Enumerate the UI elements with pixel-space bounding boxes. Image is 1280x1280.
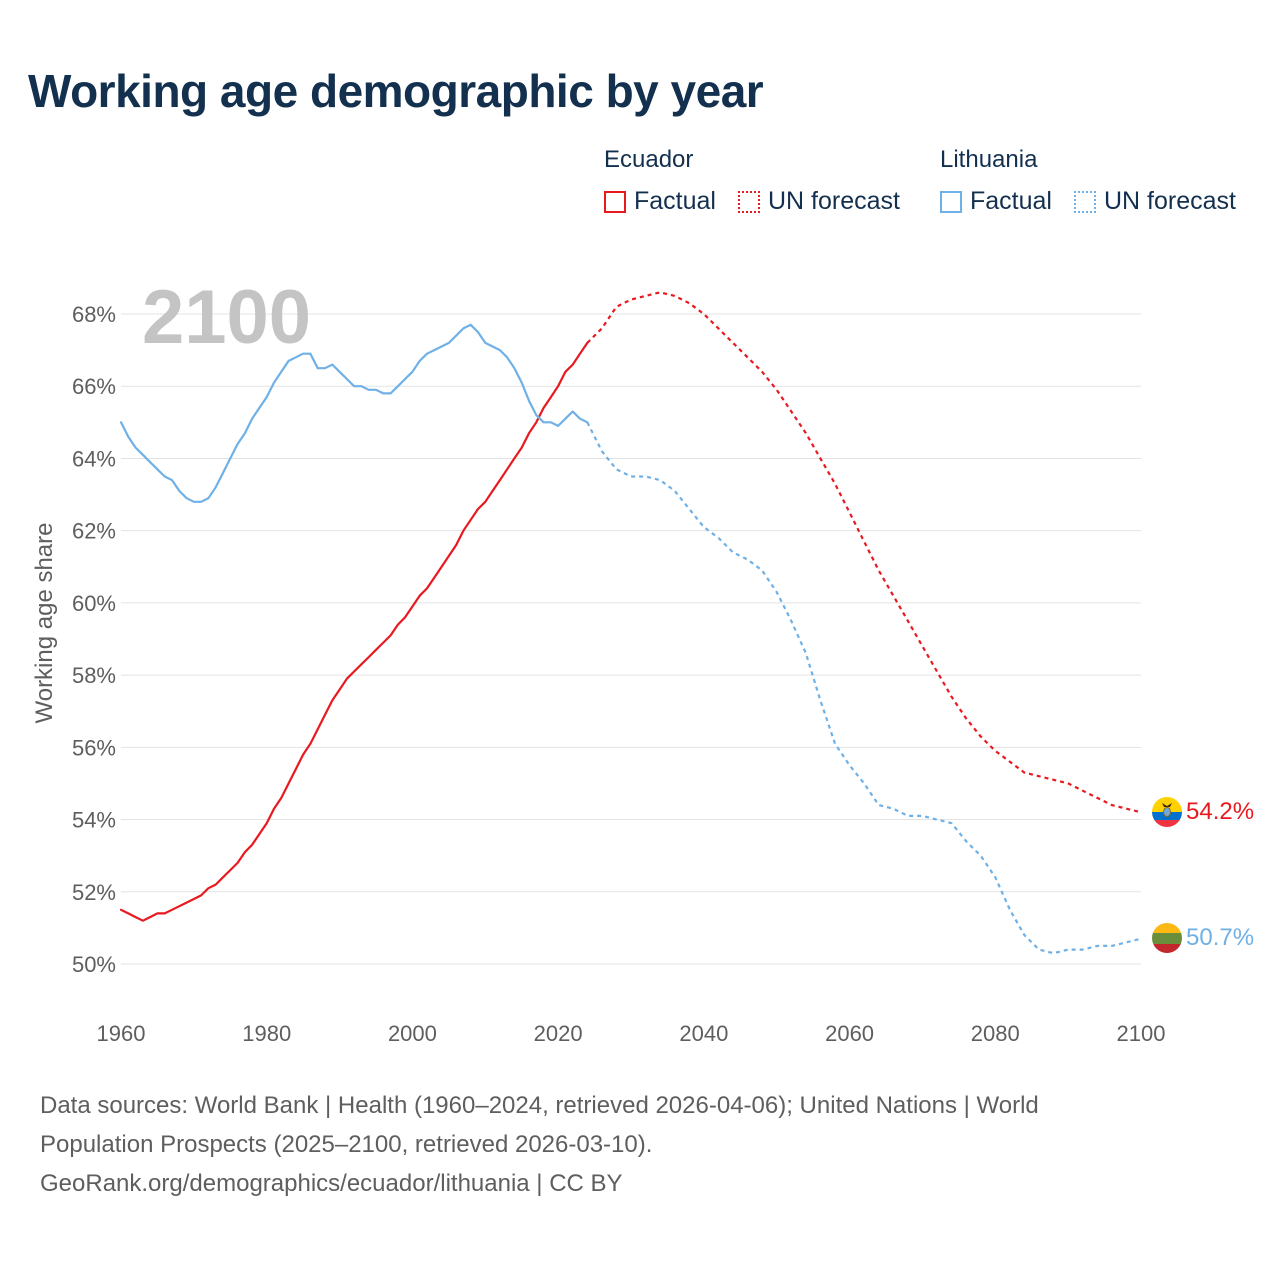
legend-title-ecuador: Ecuador bbox=[604, 146, 694, 173]
y-tick-label: 56% bbox=[72, 735, 116, 760]
series-line-ecuador-forecast[interactable] bbox=[586, 291, 1142, 814]
lithuania-flag-icon bbox=[1152, 923, 1182, 953]
y-tick-label: 68% bbox=[72, 302, 116, 327]
year-watermark: 2100 bbox=[142, 275, 311, 360]
x-tick-label: 2060 bbox=[825, 1021, 874, 1046]
y-tick-label: 58% bbox=[72, 663, 116, 688]
y-tick-label: 52% bbox=[72, 880, 116, 905]
legend-label: UN forecast bbox=[768, 187, 900, 215]
legend-ecuador-factual[interactable]: Factual bbox=[604, 187, 716, 216]
series-line-lithuania-forecast[interactable] bbox=[586, 421, 1142, 955]
legend-label: UN forecast bbox=[1104, 187, 1236, 215]
ecuador-flag-icon bbox=[1152, 797, 1182, 827]
y-axis-label: Working age share bbox=[31, 523, 58, 724]
end-label-ecuador: 54.2% bbox=[1186, 798, 1254, 825]
y-tick-label: 62% bbox=[72, 519, 116, 544]
y-tick-label: 66% bbox=[72, 374, 116, 399]
legend-lithuania-forecast[interactable]: UN forecast bbox=[1074, 187, 1236, 216]
y-tick-label: 54% bbox=[72, 808, 116, 833]
x-tick-label: 2080 bbox=[971, 1021, 1020, 1046]
footer-line: Population Prospects (2025–2100, retriev… bbox=[40, 1131, 653, 1158]
chart-title: Working age demographic by year bbox=[28, 65, 764, 117]
y-tick-label: 50% bbox=[72, 952, 116, 977]
footer-line[interactable]: GeoRank.org/demographics/ecuador/lithuan… bbox=[40, 1170, 623, 1197]
legend-swatch-solid-icon bbox=[940, 190, 962, 213]
series-line-ecuador-factual[interactable] bbox=[119, 341, 589, 922]
y-tick-label: 60% bbox=[72, 591, 116, 616]
legend-label: Factual bbox=[634, 187, 716, 215]
x-tick-label: 2020 bbox=[534, 1021, 583, 1046]
y-tick-label: 64% bbox=[72, 446, 116, 471]
legend-swatch-dotted-icon bbox=[1074, 190, 1096, 213]
x-tick-label: 2040 bbox=[679, 1021, 728, 1046]
footer-line: Data sources: World Bank | Health (1960–… bbox=[40, 1092, 1039, 1119]
footer-source: Data sources: World Bank | Health (1960–… bbox=[40, 1086, 1240, 1203]
series-line-lithuania-factual[interactable] bbox=[119, 323, 589, 503]
x-tick-label: 1960 bbox=[97, 1021, 146, 1046]
legend-title-lithuania: Lithuania bbox=[940, 146, 1038, 173]
x-tick-label: 2100 bbox=[1117, 1021, 1166, 1046]
legend-label: Factual bbox=[970, 187, 1052, 215]
x-tick-label: 2000 bbox=[388, 1021, 437, 1046]
legend-swatch-solid-icon bbox=[604, 190, 626, 213]
legend-ecuador-forecast[interactable]: UN forecast bbox=[738, 187, 900, 216]
x-tick-label: 1980 bbox=[242, 1021, 291, 1046]
legend-lithuania-factual[interactable]: Factual bbox=[940, 187, 1052, 216]
end-label-lithuania: 50.7% bbox=[1186, 924, 1254, 951]
legend-swatch-dotted-icon bbox=[738, 190, 760, 213]
